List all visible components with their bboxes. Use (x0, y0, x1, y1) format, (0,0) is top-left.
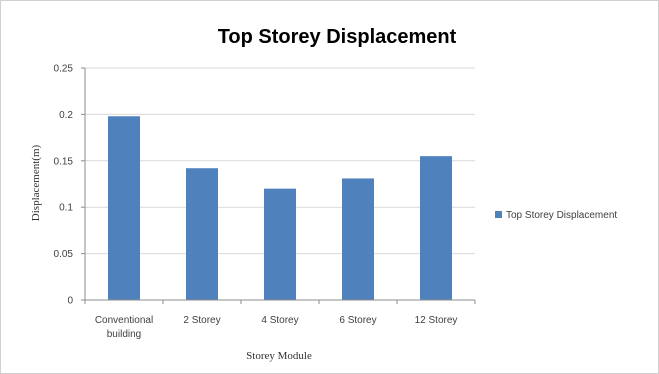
x-category-label: 6 Storey (339, 315, 376, 326)
y-tick-labels: 0 0.05 0.1 0.15 0.2 0.25 (54, 64, 74, 307)
x-category-label: Conventional building (95, 315, 153, 340)
legend-label: Top Storey Displacement (506, 210, 617, 221)
legend-swatch (495, 211, 502, 218)
x-category-labels: Conventional building 2 Storey 4 Storey 6 St… (95, 315, 458, 340)
chart-title: Top Storey Displacement (218, 26, 457, 48)
x-category-label: 12 Storey (415, 315, 458, 326)
y-tick-label: 0 (67, 296, 73, 307)
y-tick-label: 0.25 (54, 64, 74, 75)
gridlines (81, 67, 475, 301)
y-tick-label: 0.2 (59, 110, 73, 121)
x-category-label: 4 Storey (261, 315, 298, 326)
bar (186, 168, 218, 300)
x-category-label: 2 Storey (183, 315, 220, 326)
y-tick-label: 0.1 (59, 203, 73, 214)
bar (264, 188, 296, 300)
axes (84, 68, 476, 304)
y-axis-label: Displacement(m) (30, 144, 42, 221)
bar-series (108, 116, 452, 300)
bar (420, 156, 452, 300)
x-axis-label: Storey Module (246, 350, 312, 362)
bar (342, 178, 374, 300)
bar (108, 116, 140, 300)
legend: Top Storey Displacement (495, 210, 617, 221)
y-tick-label: 0.15 (54, 156, 74, 167)
y-tick-label: 0.05 (54, 249, 74, 260)
